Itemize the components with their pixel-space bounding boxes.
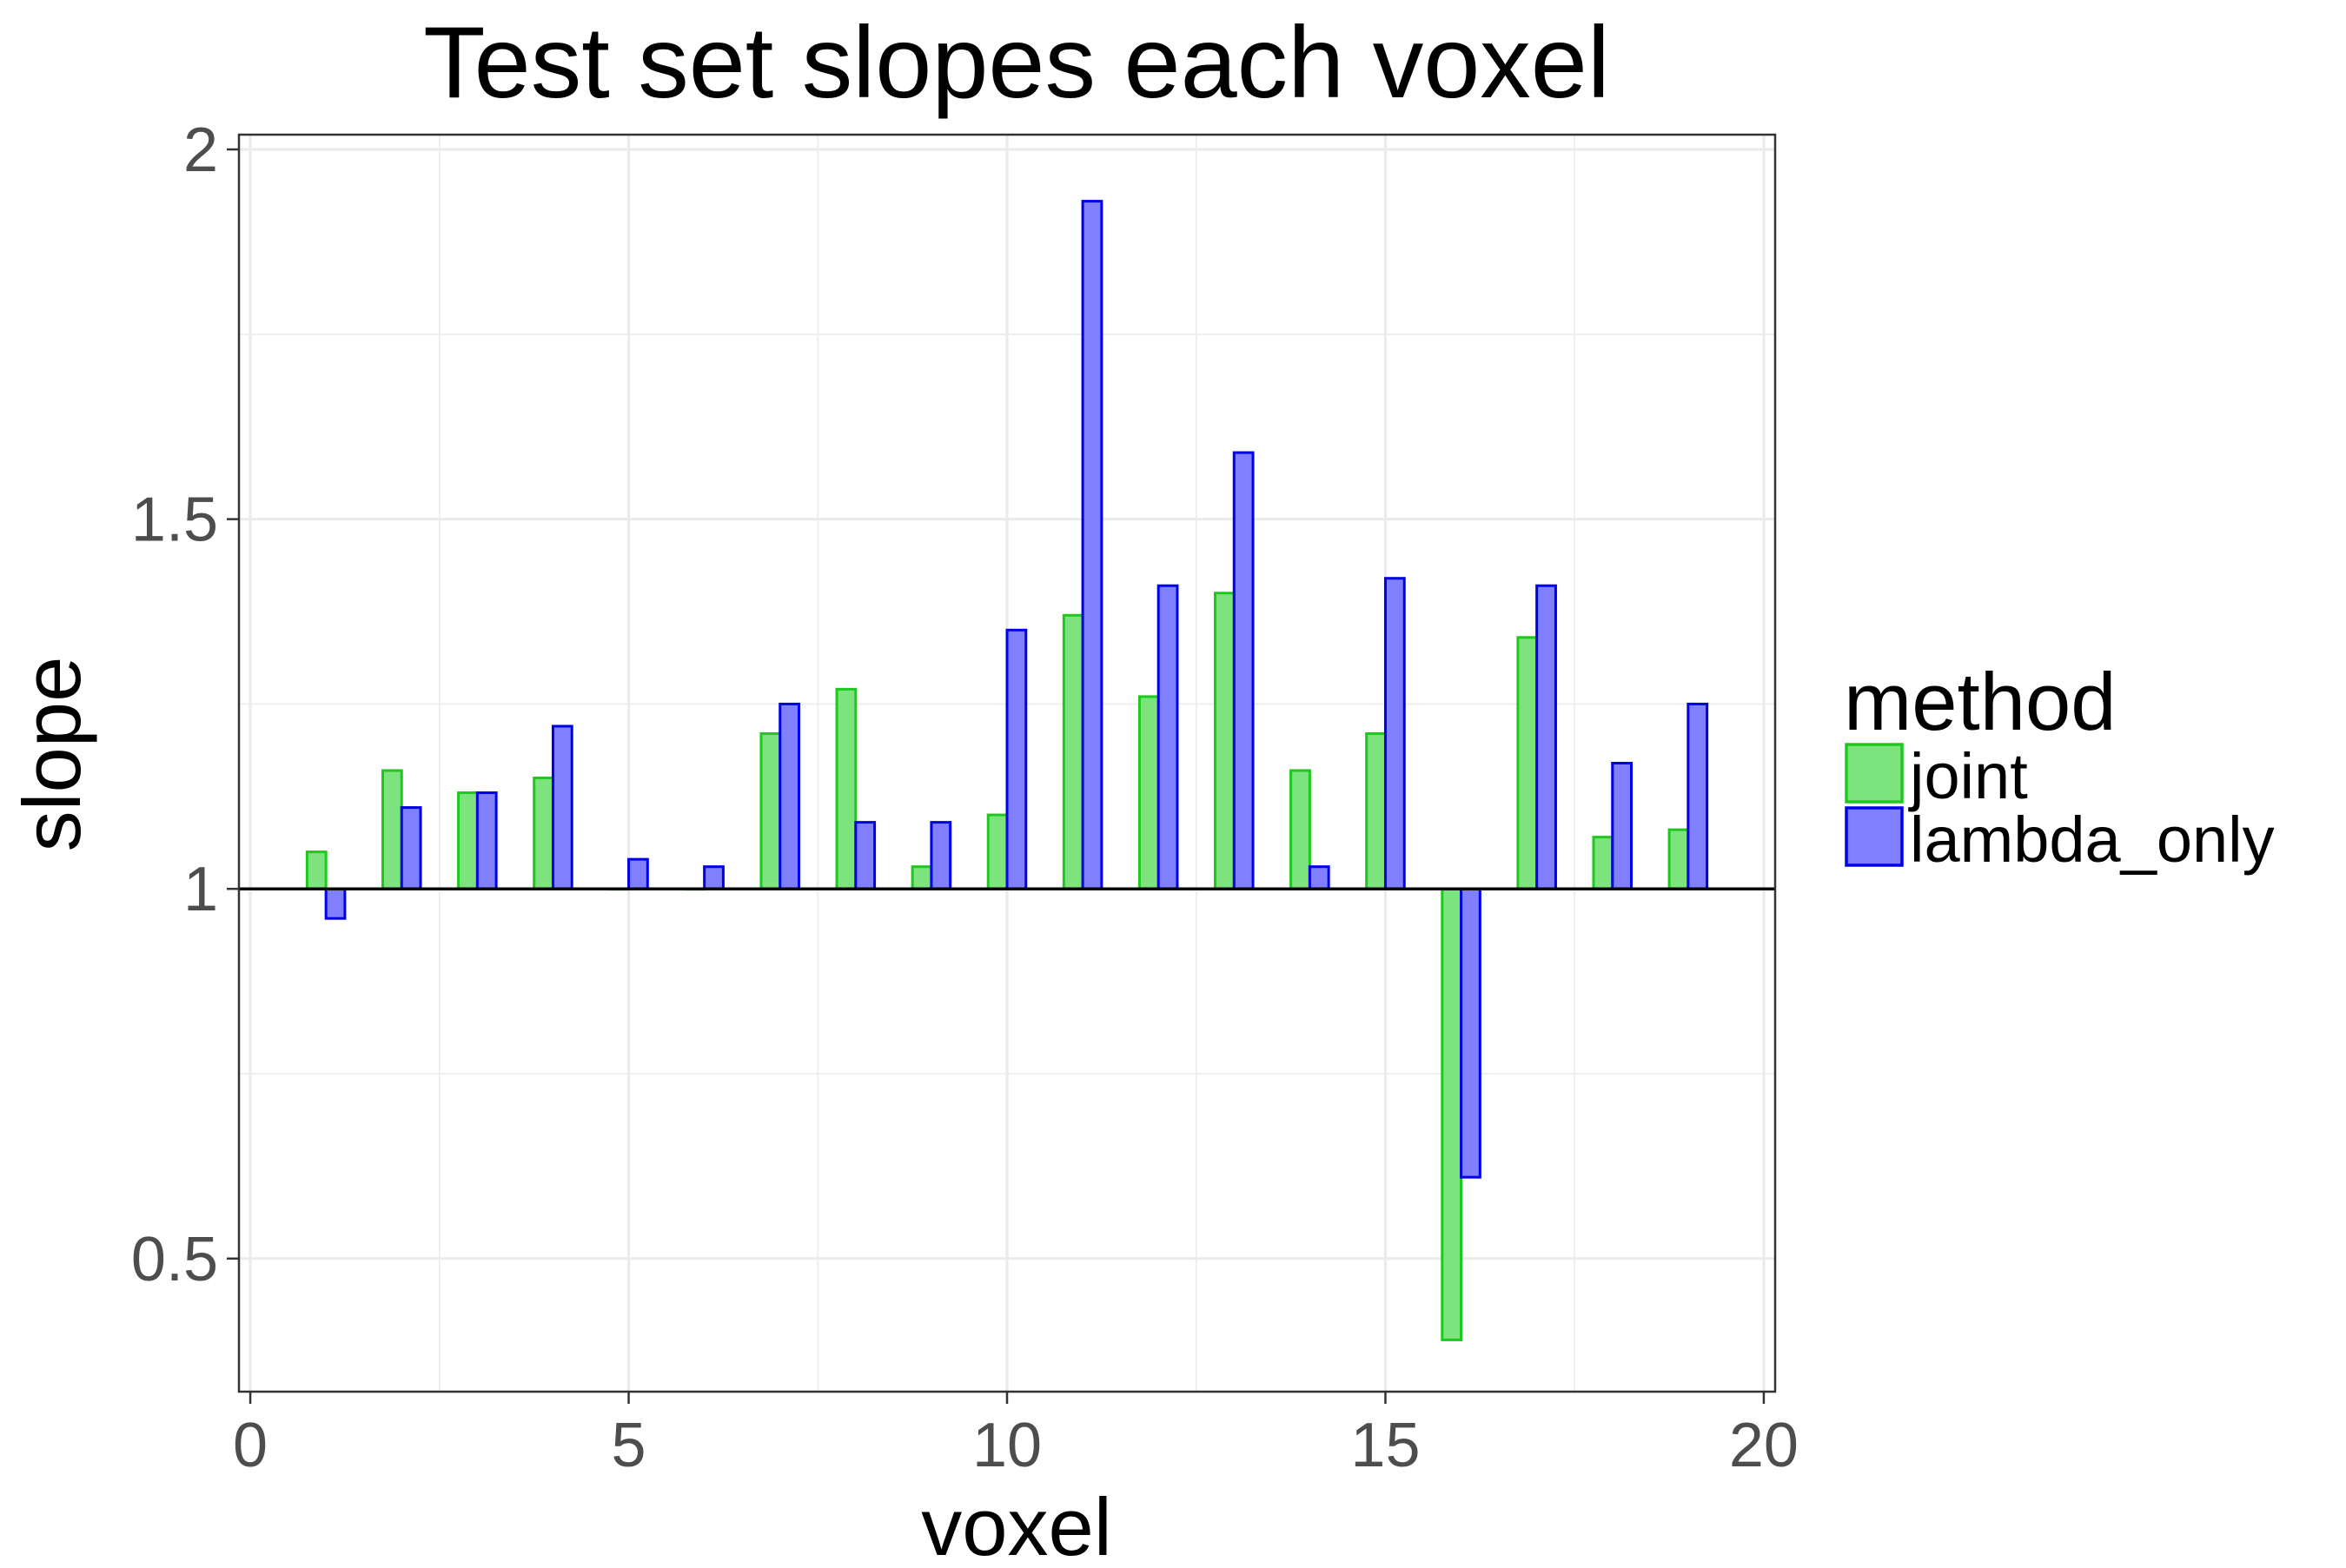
bar-lambda-only-voxel-4 — [551, 724, 573, 890]
bar-lambda-only-voxel-7 — [779, 702, 800, 890]
bar-joint-voxel-19 — [1667, 828, 1690, 890]
bar-lambda-only-voxel-17 — [1535, 584, 1557, 890]
x-tick-label: 10 — [972, 1411, 1042, 1480]
legend-label-lambda-only: lambda_only — [1910, 804, 2275, 876]
bar-lambda-only-voxel-1 — [324, 887, 347, 920]
x-tick-label: 5 — [612, 1411, 646, 1480]
bar-joint-voxel-18 — [1592, 836, 1614, 890]
bar-joint-voxel-14 — [1289, 769, 1311, 890]
bar-joint-voxel-17 — [1516, 636, 1539, 890]
bar-lambda-only-voxel-8 — [854, 821, 877, 890]
y-axis-title: slope — [6, 657, 97, 852]
bar-joint-voxel-2 — [381, 769, 403, 890]
bar-joint-voxel-7 — [759, 731, 782, 890]
bar-lambda-only-voxel-3 — [475, 791, 498, 890]
x-axis-title: voxel — [921, 1481, 1111, 1564]
y-tick-label: 1.5 — [131, 486, 218, 555]
y-tick-label: 0.5 — [131, 1225, 218, 1294]
bar-lambda-only-voxel-6 — [703, 865, 725, 890]
bar-joint-voxel-9 — [911, 865, 933, 890]
bar-lambda-only-voxel-19 — [1687, 702, 1709, 890]
bar-lambda-only-voxel-16 — [1460, 887, 1481, 1179]
legend-swatch-lambda-only — [1845, 806, 1904, 867]
bar-lambda-only-voxel-9 — [930, 821, 952, 890]
bar-joint-voxel-3 — [457, 791, 479, 890]
bar-lambda-only-voxel-15 — [1383, 577, 1406, 890]
legend-key-lambda-only: lambda_only — [1845, 804, 2275, 876]
y-tick-label: 2 — [183, 116, 218, 185]
legend-key-joint: joint — [1845, 740, 2028, 812]
bar-joint-voxel-8 — [835, 687, 858, 890]
chart-title: Test set slopes each voxel — [423, 5, 1610, 119]
bar-lambda-only-voxel-13 — [1232, 451, 1255, 890]
bar-joint-voxel-11 — [1062, 613, 1084, 890]
bar-lambda-only-voxel-10 — [1005, 628, 1028, 890]
x-tick-label: 0 — [233, 1411, 268, 1480]
bar-lambda-only-voxel-18 — [1611, 762, 1634, 890]
bar-lambda-only-voxel-12 — [1156, 584, 1179, 890]
bar-joint-voxel-4 — [533, 777, 554, 890]
bar-joint-voxel-12 — [1137, 695, 1160, 890]
legend-label-joint: joint — [1908, 740, 2028, 812]
bar-joint-voxel-1 — [305, 850, 328, 890]
y-tick-label: 1 — [183, 855, 218, 924]
bar-joint-voxel-13 — [1214, 592, 1236, 890]
bars — [305, 200, 1709, 1341]
x-tick-label: 20 — [1729, 1411, 1799, 1480]
bar-joint-voxel-15 — [1365, 731, 1387, 890]
bar-lambda-only-voxel-11 — [1081, 200, 1103, 890]
legend-title: method — [1844, 656, 2117, 747]
axis-ticks: 0 5 10 15 20 0.5 1 1.5 2 — [131, 116, 1799, 1480]
bar-lambda-only-voxel-2 — [400, 806, 422, 890]
bar-lambda-only-voxel-5 — [627, 857, 649, 890]
bar-joint-voxel-10 — [986, 813, 1009, 890]
legend-swatch-joint — [1845, 743, 1904, 804]
legend: method joint lambda_only — [1844, 656, 2275, 876]
bar-joint-voxel-16 — [1441, 887, 1463, 1341]
bar-lambda-only-voxel-14 — [1308, 865, 1330, 890]
x-tick-label: 15 — [1350, 1411, 1420, 1480]
